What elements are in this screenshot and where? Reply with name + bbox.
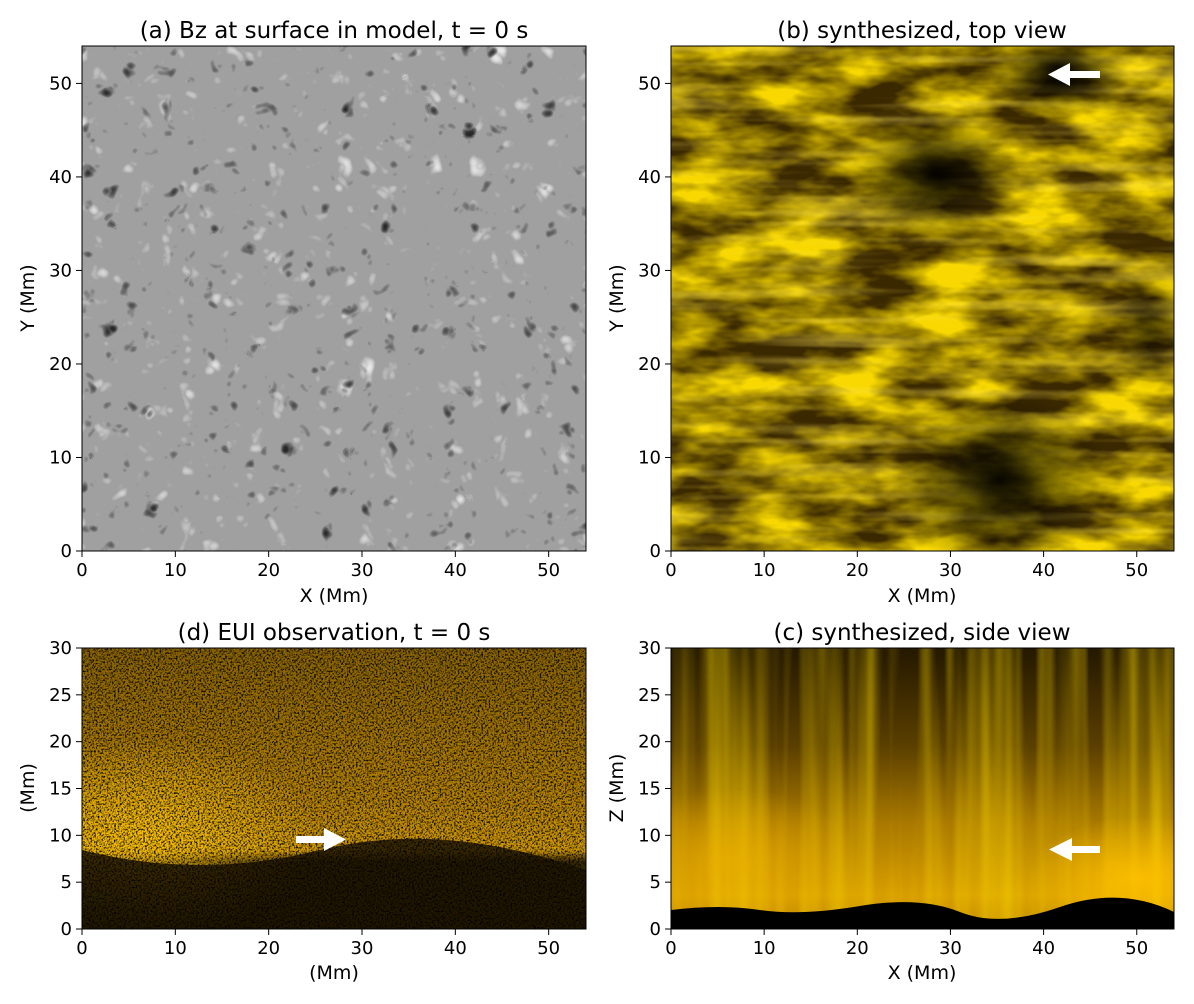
panel-b-xtick-label: 40 — [1032, 560, 1055, 581]
panel-d-xtick-label: 50 — [537, 938, 560, 959]
panel-a-xtick-label: 0 — [76, 560, 87, 581]
panel-d-ytick-label: 15 — [49, 779, 72, 800]
panel-c-xtick-label: 40 — [1032, 938, 1055, 959]
arrow-c-icon — [1049, 838, 1100, 861]
panel-b-xtick-label: 0 — [665, 560, 676, 581]
panel-a-ytick-label: 20 — [49, 354, 72, 375]
panel-d-ytick-label: 5 — [61, 872, 72, 893]
panel-a-xtick-label: 20 — [257, 560, 280, 581]
panel-c-ytick-label: 20 — [638, 732, 661, 753]
panel-d-ytick-label: 30 — [49, 638, 72, 659]
panel-d-xtick-label: 10 — [164, 938, 187, 959]
panel-b-title: (b) synthesized, top view — [777, 18, 1067, 44]
panel-d-ytick-label: 25 — [49, 685, 72, 706]
panel-a-ylabel: Y (Mm) — [17, 264, 39, 332]
panel-c-ylabel: Z (Mm) — [606, 754, 628, 823]
panel-c-xlabel: X (Mm) — [888, 962, 957, 984]
panel-a-title: (a) Bz at surface in model, t = 0 s — [140, 18, 529, 44]
panel-c-ytick-label: 5 — [650, 872, 661, 893]
panel-c-xtick-label: 20 — [846, 938, 869, 959]
panel-a-ytick-label: 50 — [49, 73, 72, 94]
panel-b-ylabel: Y (Mm) — [606, 264, 628, 332]
panel-b-ytick-label: 30 — [638, 260, 661, 281]
panel-b-ytick-label: 10 — [638, 447, 661, 468]
panel-a-image — [82, 46, 586, 551]
panel-b-ytick-label: 20 — [638, 354, 661, 375]
panel-a-ytick-label: 40 — [49, 167, 72, 188]
panel-d-ytick-label: 0 — [61, 919, 72, 940]
panel-b-xtick-label: 50 — [1125, 560, 1148, 581]
panel-c-xtick-label: 0 — [665, 938, 676, 959]
panel-d-ytick-label: 20 — [49, 732, 72, 753]
panel-a-xtick-label: 30 — [351, 560, 374, 581]
panel-a-ytick-label: 0 — [61, 541, 72, 562]
panel-a-xtick-label: 50 — [537, 560, 560, 581]
panel-d-xtick-label: 30 — [351, 938, 374, 959]
panel-c-image — [671, 648, 1174, 929]
panel-a-frame — [81, 45, 587, 552]
panel-d-ylabel: (Mm) — [17, 763, 39, 813]
panel-c-title: (c) synthesized, side view — [773, 620, 1070, 646]
panel-b-image — [671, 46, 1174, 551]
panel-b-xlabel: X (Mm) — [888, 585, 957, 607]
panel-a-xtick-label: 10 — [164, 560, 187, 581]
panel-a-xtick-label: 40 — [444, 560, 467, 581]
panel-c-ytick-label: 10 — [638, 825, 661, 846]
panel-d-image — [82, 648, 586, 929]
panel-c-ytick-label: 15 — [638, 779, 661, 800]
panel-d-xtick-label: 20 — [257, 938, 280, 959]
panel-b-xtick-label: 10 — [753, 560, 776, 581]
panel-c-xtick-label: 10 — [753, 938, 776, 959]
panel-a-ytick-label: 10 — [49, 447, 72, 468]
arrow-d-icon — [296, 828, 346, 851]
panel-b-ytick-label: 40 — [638, 167, 661, 188]
panel-b-xtick-label: 20 — [846, 560, 869, 581]
panel-d-xtick-label: 0 — [76, 938, 87, 959]
panel-d-xtick-label: 40 — [444, 938, 467, 959]
panel-d-xlabel: (Mm) — [309, 962, 359, 984]
panel-d-ytick-label: 10 — [49, 825, 72, 846]
panel-c-ytick-label: 30 — [638, 638, 661, 659]
panel-c-ytick-label: 25 — [638, 685, 661, 706]
panel-b-ytick-label: 50 — [638, 73, 661, 94]
panel-c-xtick-label: 30 — [939, 938, 962, 959]
panel-a-ytick-label: 30 — [49, 260, 72, 281]
panel-b-xtick-label: 30 — [939, 560, 962, 581]
panel-a-xlabel: X (Mm) — [300, 585, 369, 607]
panel-c-ytick-label: 0 — [650, 919, 661, 940]
panel-b-frame — [670, 45, 1175, 552]
panel-b-ytick-label: 0 — [650, 541, 661, 562]
panel-c-xtick-label: 50 — [1125, 938, 1148, 959]
panel-d-title: (d) EUI observation, t = 0 s — [178, 620, 491, 646]
arrow-b-icon — [1048, 63, 1100, 86]
